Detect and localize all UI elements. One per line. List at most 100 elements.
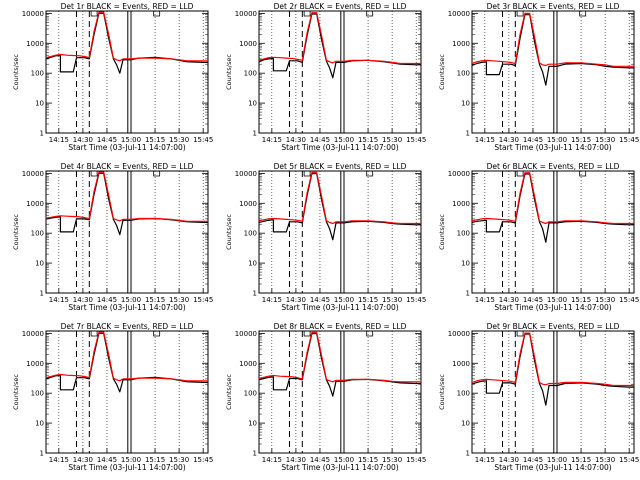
y-tick-label: 1 [253, 450, 257, 458]
x-tick-label: 15:45 [406, 136, 426, 144]
x-tick-label: 14:15 [262, 136, 282, 144]
marker-bracket [90, 171, 98, 177]
x-tick-label: 15:15 [145, 136, 165, 144]
y-axis-label: Counts/sec [225, 54, 233, 90]
marker-bracket [579, 331, 587, 337]
x-tick-label: 15:30 [595, 456, 615, 464]
x-tick-label: 15:15 [358, 456, 378, 464]
events-series-line [45, 332, 208, 393]
x-tick-label: 15:00 [547, 136, 567, 144]
y-tick-label: 10000 [448, 170, 470, 178]
y-tick-label: 1 [40, 130, 44, 138]
x-tick-label: 15:30 [382, 136, 402, 144]
x-axis-label: Start Time (03-Jul-11 14:07:00) [68, 463, 185, 472]
x-tick-label: 14:45 [523, 456, 543, 464]
plot-frame [471, 330, 635, 454]
x-tick-label: 14:30 [499, 296, 519, 304]
x-tick-label: 14:15 [475, 296, 495, 304]
x-axis-label: Start Time (03-Jul-11 14:07:00) [494, 303, 611, 312]
x-tick-label: 14:30 [499, 456, 519, 464]
y-tick-label: 1 [40, 450, 44, 458]
y-tick-label: 100 [457, 390, 470, 398]
x-tick-label: 15:30 [169, 456, 189, 464]
x-axis-label: Start Time (03-Jul-11 14:07:00) [281, 303, 398, 312]
lld-series-line [45, 171, 208, 222]
y-tick-label: 10000 [22, 170, 44, 178]
x-tick-label: 15:15 [358, 296, 378, 304]
y-tick-label: 10000 [235, 330, 257, 338]
x-tick-label: 14:45 [97, 456, 117, 464]
x-tick-label: 15:00 [547, 456, 567, 464]
chart-title: Det 7r BLACK = Events, RED = LLD [61, 322, 194, 331]
y-axis-label: Counts/sec [225, 374, 233, 410]
y-tick-label: 10000 [235, 170, 257, 178]
lld-series-line [471, 332, 634, 387]
x-tick-label: 14:30 [73, 296, 93, 304]
plot-frame [45, 170, 209, 294]
y-axis-label: Counts/sec [225, 214, 233, 250]
marker-bracket [579, 171, 587, 177]
x-tick-label: 15:00 [334, 296, 354, 304]
x-axis-label: Start Time (03-Jul-11 14:07:00) [281, 143, 398, 152]
x-axis-label: Start Time (03-Jul-11 14:07:00) [68, 143, 185, 152]
x-tick-label: 15:30 [382, 296, 402, 304]
lld-series-line [258, 171, 421, 225]
events-series-line [258, 333, 421, 397]
lld-series-line [471, 12, 634, 67]
x-tick-label: 14:45 [310, 296, 330, 304]
y-tick-label: 1000 [26, 40, 44, 48]
x-tick-label: 14:30 [499, 136, 519, 144]
marker-bracket [516, 331, 524, 337]
marker-bracket [153, 171, 161, 177]
y-tick-label: 10000 [22, 330, 44, 338]
x-tick-label: 14:15 [475, 136, 495, 144]
x-tick-label: 15:00 [121, 296, 141, 304]
x-tick-label: 14:15 [475, 456, 495, 464]
marker-bracket [303, 11, 311, 17]
x-tick-label: 14:15 [49, 296, 69, 304]
y-tick-label: 10 [461, 100, 470, 108]
y-tick-label: 1 [253, 290, 257, 298]
x-axis-label: Start Time (03-Jul-11 14:07:00) [281, 463, 398, 472]
x-tick-label: 14:15 [49, 456, 69, 464]
lld-series-line [45, 11, 208, 62]
x-tick-label: 15:30 [595, 136, 615, 144]
events-series-line [45, 172, 208, 236]
lld-series-line [258, 331, 421, 383]
x-tick-label: 15:45 [619, 136, 639, 144]
y-tick-label: 1 [466, 130, 470, 138]
chart-panel-1: 1 10 100 1000 10000 14:15 14:30 14:45 15:00 15:15… [12, 2, 213, 152]
y-tick-label: 1000 [239, 360, 257, 368]
marker-bracket [303, 331, 311, 337]
chart-panel-8: 1 10 100 1000 10000 14:15 14:30 14:45 15:00 15:15… [225, 322, 426, 472]
y-tick-label: 1 [40, 290, 44, 298]
y-tick-label: 10000 [22, 10, 44, 18]
x-tick-label: 15:30 [595, 296, 615, 304]
y-tick-label: 10 [248, 260, 257, 268]
y-tick-label: 1000 [239, 40, 257, 48]
y-tick-label: 100 [244, 230, 257, 238]
x-axis-label: Start Time (03-Jul-11 14:07:00) [68, 303, 185, 312]
events-series-line [258, 173, 421, 241]
x-tick-label: 15:15 [571, 136, 591, 144]
chart-title: Det 8r BLACK = Events, RED = LLD [274, 322, 407, 331]
x-tick-label: 15:15 [571, 456, 591, 464]
marker-bracket [90, 11, 98, 17]
x-tick-label: 15:45 [193, 456, 213, 464]
y-tick-label: 1000 [26, 360, 44, 368]
lld-series-line [471, 172, 634, 225]
x-tick-label: 15:00 [547, 296, 567, 304]
x-tick-label: 15:00 [121, 456, 141, 464]
y-axis-label: Counts/sec [12, 54, 20, 90]
marker-bracket [579, 11, 587, 17]
lld-series-line [258, 12, 421, 65]
y-tick-label: 10 [461, 420, 470, 428]
y-tick-label: 10 [248, 100, 257, 108]
x-tick-label: 15:45 [619, 456, 639, 464]
marker-bracket [516, 11, 524, 17]
marker-bracket [153, 11, 161, 17]
x-tick-label: 15:30 [169, 296, 189, 304]
y-axis-label: Counts/sec [438, 374, 446, 410]
x-tick-label: 14:45 [310, 456, 330, 464]
